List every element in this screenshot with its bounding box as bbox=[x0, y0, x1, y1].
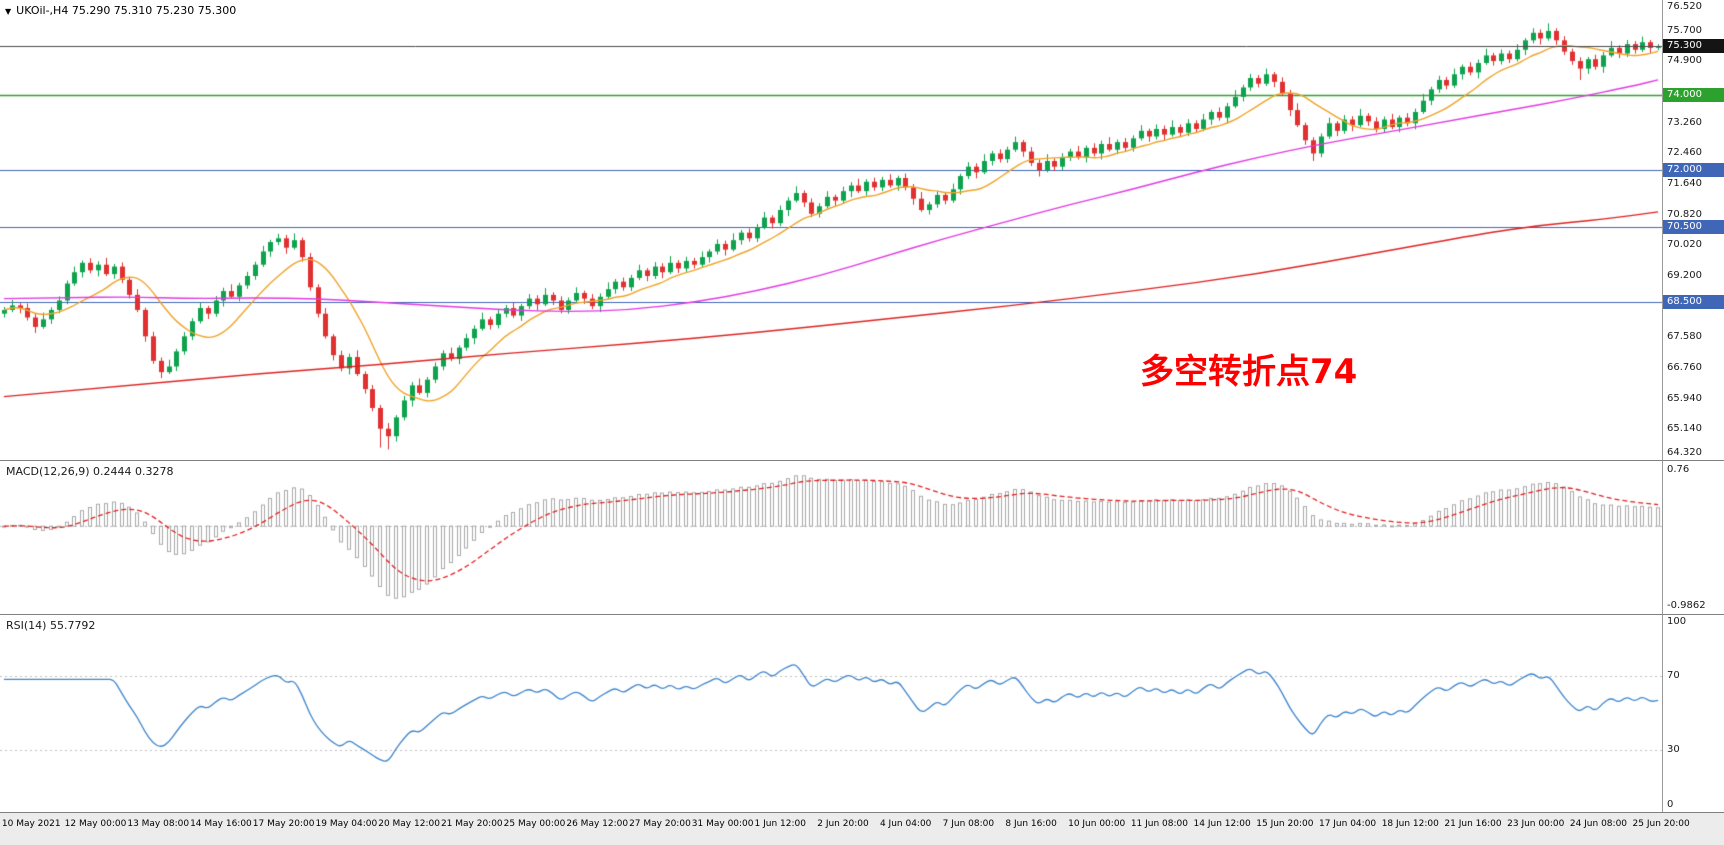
price-scale-label: 67.580 bbox=[1667, 331, 1702, 343]
time-axis-label: 14 Jun 12:00 bbox=[1193, 819, 1251, 829]
time-axis-label: 1 Jun 12:00 bbox=[754, 819, 806, 829]
price-scale-label: 65.140 bbox=[1667, 423, 1702, 435]
price-scale-label: 64.320 bbox=[1667, 447, 1702, 458]
current-price-badge: 75.300 bbox=[1663, 39, 1724, 53]
rsi-panel: RSI(14) 55.7792 100 70 30 0 bbox=[0, 614, 1724, 812]
price-scale-label: 74.900 bbox=[1667, 55, 1702, 67]
chart-dropdown-icon[interactable]: ▼ bbox=[5, 7, 12, 16]
price-scale-label: 69.200 bbox=[1667, 270, 1702, 281]
time-axis-label: 2 Jun 20:00 bbox=[817, 819, 869, 829]
time-axis-label: 21 May 20:00 bbox=[440, 819, 503, 829]
rsi-scale-label: 100 bbox=[1667, 616, 1687, 627]
time-axis-label: 27 May 20:00 bbox=[629, 819, 691, 829]
time-axis-label: 20 May 12:00 bbox=[378, 819, 440, 829]
time-axis-label: 17 Jun 04:00 bbox=[1318, 819, 1377, 829]
time-axis-label: 14 May 16:00 bbox=[190, 819, 252, 829]
time-axis-label: 23 Jun 00:00 bbox=[1507, 819, 1565, 829]
price-scale-label: 70.020 bbox=[1667, 239, 1702, 251]
macd-canvas[interactable] bbox=[0, 461, 1662, 613]
rsi-scale-label: 30 bbox=[1667, 744, 1680, 756]
rsi-scale[interactable]: 100 70 30 0 bbox=[1662, 615, 1724, 812]
time-axis-label: 10 May 2021 bbox=[1, 819, 61, 829]
price-scale-label: 73.260 bbox=[1667, 116, 1702, 128]
rsi-scale-label: 70 bbox=[1667, 669, 1680, 681]
price-scale[interactable]: 76.520 75.700 74.900 73.260 72.460 71.640 70.8… bbox=[1662, 0, 1724, 460]
time-axis-label: 15 Jun 20:00 bbox=[1256, 819, 1314, 829]
annotation-text: 多空转折点74 bbox=[1140, 352, 1358, 392]
time-axis-label: 7 Jun 08:00 bbox=[942, 819, 995, 829]
rsi-scale-label: 0 bbox=[1667, 799, 1674, 810]
level-price-badge: 70.500 bbox=[1663, 219, 1724, 234]
price-scale-label: 76.520 bbox=[1667, 1, 1702, 12]
macd-label: MACD(12,26,9) 0.2444 0.3278 bbox=[6, 465, 174, 478]
chart-title-text: UKOil-,H4 75.290 75.310 75.230 75.300 bbox=[16, 4, 237, 17]
time-axis-label: 4 Jun 04:00 bbox=[879, 819, 932, 829]
price-scale-label: 70.820 bbox=[1667, 208, 1702, 220]
macd-panel: MACD(12,26,9) 0.2444 0.3278 0.76 -0.9862 bbox=[0, 460, 1724, 614]
time-axis-label: 13 May 08:00 bbox=[127, 819, 190, 829]
price-scale-label: 66.760 bbox=[1667, 362, 1702, 373]
time-axis-label: 8 Jun 16:00 bbox=[1005, 819, 1057, 829]
macd-scale[interactable]: 0.76 -0.9862 bbox=[1662, 461, 1724, 614]
time-axis-label: 31 May 00:00 bbox=[691, 819, 754, 829]
rsi-canvas[interactable] bbox=[0, 615, 1662, 811]
macd-scale-label: -0.9862 bbox=[1667, 600, 1706, 611]
macd-scale-label: 0.76 bbox=[1667, 464, 1690, 475]
main-chart-panel: ▼ UKOil-,H4 75.290 75.310 75.230 75.300 多… bbox=[0, 0, 1724, 460]
time-axis-label: 10 Jun 00:00 bbox=[1068, 819, 1126, 829]
candlestick-canvas[interactable] bbox=[0, 0, 1662, 460]
time-axis-label: 18 Jun 12:00 bbox=[1381, 819, 1439, 829]
rsi-label: RSI(14) 55.7792 bbox=[6, 619, 96, 632]
time-axis-label: 24 Jun 08:00 bbox=[1569, 819, 1628, 829]
price-scale-label: 72.460 bbox=[1667, 147, 1702, 159]
time-axis-label: 17 May 20:00 bbox=[252, 819, 315, 829]
time-axis[interactable]: 10 May 2021 12 May 00:00 13 May 08:00 14 Ma… bbox=[0, 812, 1724, 845]
time-axis-label: 19 May 04:00 bbox=[315, 819, 378, 829]
level-price-badge: 68.500 bbox=[1663, 295, 1724, 310]
time-axis-label: 25 May 00:00 bbox=[503, 819, 566, 829]
price-scale-label: 71.640 bbox=[1667, 178, 1702, 189]
time-axis-label: 12 May 00:00 bbox=[64, 819, 127, 829]
price-scale-label: 75.700 bbox=[1667, 24, 1702, 36]
time-axis-label: 21 Jun 16:00 bbox=[1444, 819, 1502, 829]
price-scale-label: 65.940 bbox=[1667, 392, 1702, 404]
time-axis-label: 25 Jun 20:00 bbox=[1632, 819, 1690, 829]
time-axis-label: 26 May 12:00 bbox=[566, 819, 629, 829]
level-price-badge: 72.000 bbox=[1663, 163, 1724, 178]
chart-title: ▼ UKOil-,H4 75.290 75.310 75.230 75.300 bbox=[5, 4, 236, 17]
level-price-badge: 74.000 bbox=[1663, 88, 1724, 103]
time-axis-label: 11 Jun 08:00 bbox=[1130, 819, 1188, 829]
